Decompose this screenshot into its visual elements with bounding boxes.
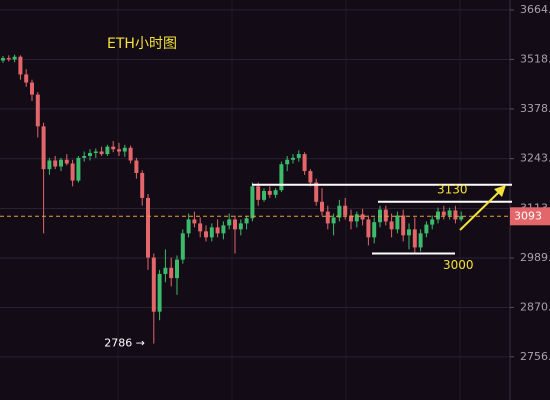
y-tick-label: 3518. (520, 52, 550, 65)
candle-body (244, 218, 249, 224)
candle-body (360, 214, 365, 220)
candle-body (441, 211, 446, 216)
candle-body (279, 164, 284, 191)
candle-body (227, 219, 232, 226)
candle-body (412, 229, 417, 248)
candle-body (325, 211, 330, 224)
candle-body (35, 94, 40, 127)
candle-body (331, 217, 336, 224)
candle-body (175, 259, 179, 279)
candle-body (314, 182, 319, 202)
y-tick-label: 3664. (520, 3, 550, 16)
candle-body (215, 227, 220, 234)
candle-body (453, 210, 458, 220)
candle-body (296, 154, 301, 158)
candle-body (256, 186, 261, 200)
candle-body (6, 58, 11, 60)
candle-body (93, 151, 98, 153)
candle-body (372, 222, 377, 238)
candle-body (186, 219, 191, 234)
candle-body (117, 149, 121, 152)
trend-arrow (459, 190, 501, 231)
candle-body (407, 229, 411, 236)
candle-body (238, 223, 243, 230)
candle-body (151, 257, 156, 312)
candle-body (267, 190, 272, 195)
candle-body (47, 160, 52, 170)
candle-body (308, 171, 313, 183)
candle-body (163, 267, 168, 274)
last-price-label: 3093 (514, 209, 542, 222)
candle-body (459, 216, 464, 220)
candle-body (70, 163, 75, 181)
y-tick-label: 3243. (520, 152, 550, 165)
candle-body (383, 209, 388, 222)
candle-body (337, 205, 342, 218)
candle-body (354, 214, 359, 222)
candle-body (401, 215, 406, 236)
candle-body (1, 58, 5, 61)
candle-body (285, 159, 290, 165)
y-tick-label: 2989. (520, 251, 550, 264)
candle-body (436, 211, 440, 220)
candle-body (76, 157, 81, 181)
candle-body (262, 190, 266, 200)
candle-body (291, 157, 295, 160)
candle-body (192, 219, 197, 224)
candle-body (424, 224, 429, 234)
candle-body (88, 152, 92, 156)
candles (1, 54, 464, 344)
candle-body (53, 160, 58, 167)
candle-body (30, 82, 34, 95)
candle-body (146, 197, 150, 258)
candle-body (157, 273, 162, 312)
candle-body (221, 225, 226, 234)
candle-body (204, 231, 208, 238)
candle-body (105, 146, 110, 155)
candle-body (343, 205, 348, 216)
candle-body (64, 159, 69, 164)
candle-body (233, 219, 237, 230)
candle-body (209, 227, 214, 238)
candle-body (41, 126, 46, 170)
candle-body (82, 155, 87, 158)
candle-body (366, 219, 371, 238)
last-price-box (510, 207, 550, 226)
candle-body (99, 151, 104, 155)
candle-body (250, 186, 255, 219)
candle-body (111, 146, 116, 150)
candle-body (302, 154, 307, 172)
candle-body (389, 221, 394, 230)
candle-body (349, 215, 353, 222)
candle-body (447, 210, 452, 216)
candle-body (180, 233, 185, 260)
candle-body (418, 233, 423, 248)
y-tick-label: 2870. (520, 300, 550, 313)
candle-body (430, 219, 435, 225)
candle-body (18, 56, 23, 75)
low-marker: 2786 → (104, 337, 145, 350)
level-label: 3130 (437, 182, 468, 196)
annotations: 3130 3000 3093 2786 → (0, 182, 550, 350)
candle-body (59, 159, 63, 167)
candle-body (395, 215, 400, 230)
candle-body (122, 147, 127, 152)
candle-body (24, 74, 29, 83)
arrow-head (494, 185, 506, 197)
candle-body (12, 56, 17, 60)
candle-body (320, 201, 324, 212)
candle-body (128, 147, 133, 161)
candle-body (273, 190, 278, 195)
level-label: 3000 (443, 258, 474, 272)
candle-body (134, 160, 139, 173)
chart-title: ETH小时图 (107, 36, 177, 52)
candle-body (169, 267, 174, 279)
candle-body (198, 223, 203, 232)
y-tick-label: 3378. (520, 102, 550, 115)
y-tick-label: 2756. (520, 350, 550, 363)
candle-body (140, 172, 145, 198)
